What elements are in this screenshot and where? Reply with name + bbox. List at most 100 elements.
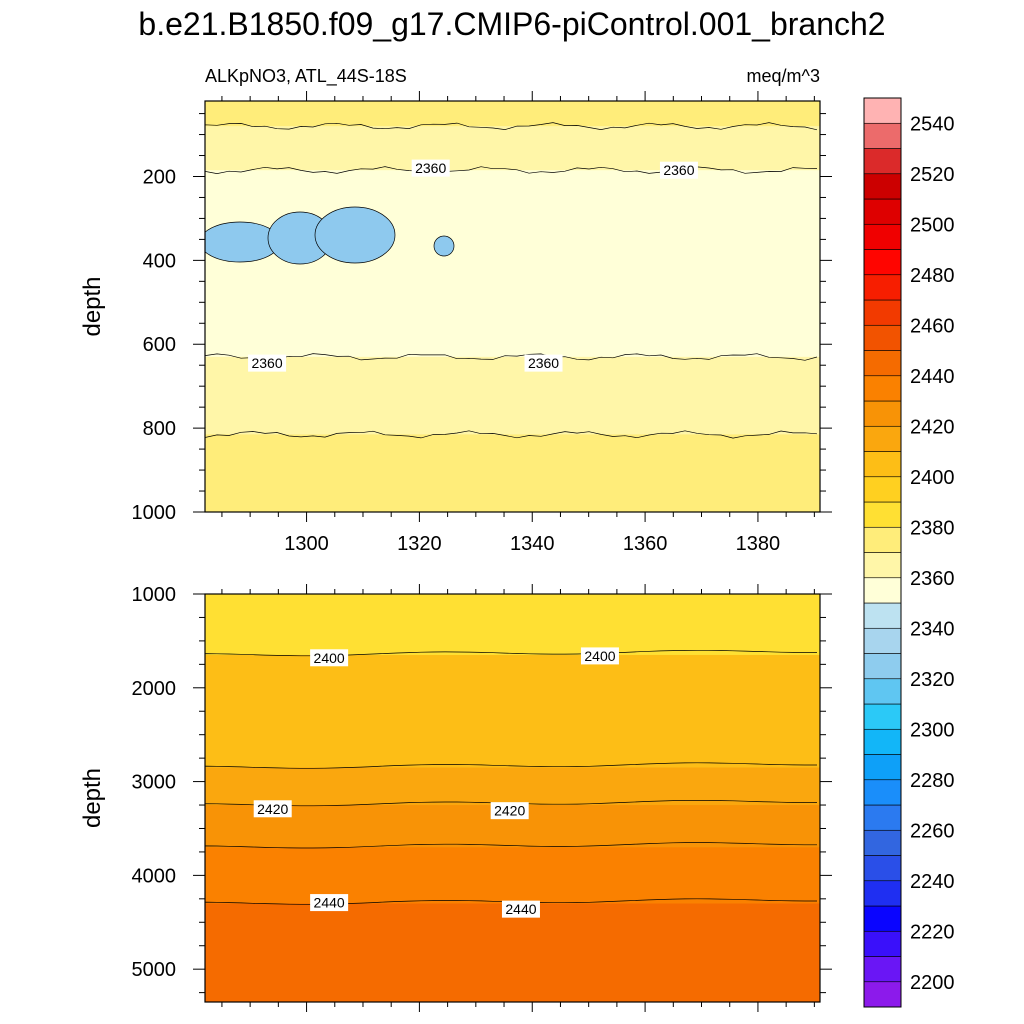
colorbar-tick-label: 2500 bbox=[910, 214, 955, 236]
colorbar-tick-label: 2460 bbox=[910, 315, 955, 337]
contour-label: 2360 bbox=[251, 355, 282, 371]
contour-label: 2360 bbox=[415, 160, 446, 176]
colorbar-cell bbox=[863, 577, 902, 604]
contour-label-bg bbox=[310, 649, 349, 667]
lower-panel: 2400 2400 2420 2420 2440 2440 1000 2000 3000 4000… bbox=[79, 584, 832, 1012]
colorbar-cell bbox=[863, 148, 902, 175]
colorbar-cell bbox=[863, 122, 902, 149]
colorbar-cell bbox=[863, 198, 902, 225]
colorbar-cell bbox=[863, 173, 902, 200]
contour-label: 2420 bbox=[494, 803, 525, 819]
x-tick-label: 1320 bbox=[397, 533, 442, 555]
colorbar-cell bbox=[863, 223, 902, 250]
contour-label-bg bbox=[411, 159, 450, 177]
contour-label: 2360 bbox=[528, 355, 559, 371]
contour-band bbox=[205, 767, 820, 807]
colorbar-cell bbox=[863, 627, 902, 654]
colorbar-tick-label: 2400 bbox=[910, 467, 955, 489]
contour-label-bg bbox=[253, 800, 292, 818]
colorbar-cell bbox=[863, 375, 902, 402]
contour-band bbox=[205, 356, 820, 436]
y-tick-label: 4000 bbox=[132, 865, 177, 887]
contour-line bbox=[205, 842, 817, 849]
colorbar-cell bbox=[863, 425, 902, 452]
contour-line bbox=[205, 122, 818, 131]
colorbar-tick-label: 2360 bbox=[910, 568, 955, 590]
colorbar-tick-label: 2220 bbox=[910, 921, 955, 943]
contour-blob bbox=[433, 235, 455, 257]
colorbar-cell bbox=[863, 653, 902, 680]
y-tick-label: 1000 bbox=[132, 584, 177, 606]
colorbar-cell bbox=[863, 956, 902, 983]
contour-label: 2420 bbox=[257, 801, 288, 817]
colorbar-cell bbox=[863, 526, 902, 553]
colorbar-cell bbox=[863, 476, 902, 503]
colorbar-tick-label: 2340 bbox=[910, 618, 955, 640]
contour-band bbox=[205, 847, 820, 905]
y-axis-label: depth bbox=[79, 276, 106, 336]
y-tick-label: 600 bbox=[143, 334, 176, 356]
colorbar-tick-label: 2440 bbox=[910, 366, 955, 388]
y-tick-label: 3000 bbox=[132, 772, 177, 794]
colorbar-cell bbox=[863, 299, 902, 326]
colorbar-cell bbox=[863, 97, 902, 124]
y-tick-label: 200 bbox=[143, 166, 176, 188]
contour-label-bg bbox=[580, 647, 619, 665]
contour-label-bg bbox=[310, 894, 349, 912]
contour-blob bbox=[314, 206, 396, 264]
colorbar-tick-label: 2200 bbox=[910, 972, 955, 994]
chart-subtitle-left: ALKpNO3, ATL_44S-18S bbox=[205, 66, 407, 87]
contour-label: 2440 bbox=[505, 901, 536, 917]
x-tick-label: 1300 bbox=[284, 533, 329, 555]
colorbar-tick-label: 2420 bbox=[910, 416, 955, 438]
colorbar-cell bbox=[863, 779, 902, 806]
contour-line bbox=[205, 762, 817, 769]
y-tick-label: 400 bbox=[143, 250, 176, 272]
colorbar: 2200 2220 2240 2260 2280 2300 2320 2340 2360 2380… bbox=[863, 97, 955, 1008]
contour-label-bg bbox=[490, 802, 529, 820]
contour-label: 2360 bbox=[663, 162, 694, 178]
colorbar-cell bbox=[863, 678, 902, 705]
contour-line bbox=[205, 430, 818, 439]
colorbar-cell bbox=[863, 451, 902, 478]
y-tick-label: 2000 bbox=[132, 678, 177, 700]
colorbar-cell bbox=[863, 905, 902, 932]
colorbar-cell bbox=[863, 602, 902, 629]
colorbar-tick-label: 2520 bbox=[910, 164, 955, 186]
colorbar-cell bbox=[863, 703, 902, 730]
x-tick-label: 1380 bbox=[736, 533, 781, 555]
contour-label: 2440 bbox=[314, 895, 345, 911]
upper-panel: 2360 2360 2360 2360 1300 1320 1340 1360 1380 200 4… bbox=[79, 91, 832, 555]
colorbar-cell bbox=[863, 754, 902, 781]
y-tick-label: 800 bbox=[143, 418, 176, 440]
colorbar-cell bbox=[863, 400, 902, 427]
contour-line bbox=[205, 649, 817, 657]
contour-label-bg bbox=[659, 161, 698, 179]
colorbar-cell bbox=[863, 552, 902, 579]
contour-band bbox=[205, 903, 820, 1002]
colorbar-cell bbox=[863, 804, 902, 831]
colorbar-cell bbox=[863, 829, 902, 856]
colorbar-tick-label: 2540 bbox=[910, 113, 955, 135]
contour-label: 2400 bbox=[314, 650, 345, 666]
colorbar-cell bbox=[863, 855, 902, 882]
contour-label: 2400 bbox=[584, 648, 615, 664]
y-tick-label: 5000 bbox=[132, 959, 177, 981]
contour-label-bg bbox=[524, 354, 563, 372]
colorbar-cell bbox=[863, 274, 902, 301]
contour-band bbox=[205, 654, 820, 769]
y-tick-label: 1000 bbox=[132, 502, 177, 524]
colorbar-cell bbox=[863, 501, 902, 528]
colorbar-tick-label: 2260 bbox=[910, 820, 955, 842]
colorbar-tick-label: 2300 bbox=[910, 719, 955, 741]
colorbar-cell bbox=[863, 880, 902, 907]
colorbar-cell bbox=[863, 930, 902, 957]
colorbar-cell bbox=[863, 728, 902, 755]
contour-label-bg bbox=[501, 900, 540, 918]
chart-title: b.e21.B1850.f09_g17.CMIP6-piControl.001_… bbox=[138, 6, 885, 42]
colorbar-tick-label: 2380 bbox=[910, 517, 955, 539]
colorbar-tick-label: 2240 bbox=[910, 871, 955, 893]
colorbar-cell bbox=[863, 350, 902, 377]
contour-band bbox=[205, 594, 820, 656]
